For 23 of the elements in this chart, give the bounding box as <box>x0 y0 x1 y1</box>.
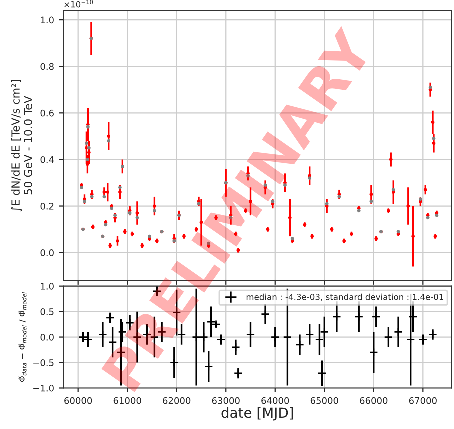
y-tick-label: −0.5 <box>34 360 54 366</box>
x-tick-label: 67000 <box>409 397 437 404</box>
y-axis-title: ∫E dN/dE dE [TeV/s cm²] 50 GeV - 10.0 TeV <box>11 80 32 212</box>
x-tick-label: 64000 <box>262 397 290 404</box>
x-axis-title: date [MJD] <box>222 407 294 421</box>
y-tick-label: 0.8 <box>40 63 54 70</box>
x-tick-label: 66000 <box>360 397 388 404</box>
y-tick-label: 0.0 <box>40 334 54 341</box>
x-tick-label: 65000 <box>310 397 338 404</box>
y-axis-title: Φ̃$_{data}$ − Φ̃$_{model}$ / Φ̃$_{model}$ <box>18 292 27 382</box>
x-tick-label: 61000 <box>114 397 142 404</box>
y-tick-label: 0.0 <box>40 250 54 256</box>
y-tick-label: 0.2 <box>40 203 54 210</box>
y-tick-label: 0.5 <box>40 308 54 316</box>
x-tick-label: 60000 <box>64 397 92 404</box>
x-tick-label: 63000 <box>212 397 240 404</box>
y-tick-label: −1.0 <box>34 384 54 392</box>
y-tick-label: 0.4 <box>40 156 54 164</box>
text: ×10$^{−10}$ <box>64 0 94 8</box>
y-tick-label: 1.0 <box>41 283 54 290</box>
x-tick-label: 62000 <box>163 397 191 404</box>
y-tick-label: 0.6 <box>40 110 54 117</box>
y-tick-label: 1.0 <box>41 16 54 24</box>
